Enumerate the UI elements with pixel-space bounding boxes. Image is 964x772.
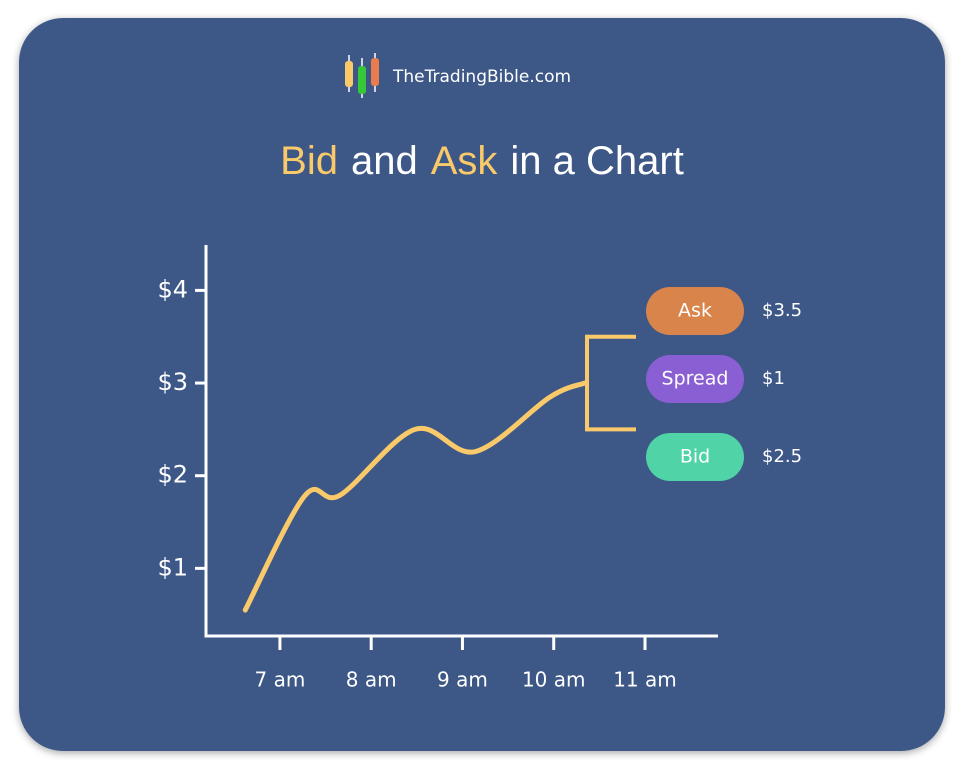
x-tick-label: 7 am bbox=[255, 668, 306, 692]
brand-logo bbox=[345, 53, 379, 98]
annotation-label: Bid bbox=[680, 446, 710, 468]
annotation-pill bbox=[646, 287, 744, 335]
annotation-value: $2.5 bbox=[762, 446, 802, 467]
annotation-value: $1 bbox=[762, 368, 785, 389]
annotation-pill bbox=[646, 433, 744, 481]
price-line bbox=[242, 380, 588, 613]
y-tick-label: $2 bbox=[157, 461, 188, 489]
x-tick-label: 8 am bbox=[346, 668, 397, 692]
y-tick-label: $1 bbox=[157, 553, 188, 581]
title-part: in a Chart bbox=[510, 139, 683, 183]
title-part: Ask bbox=[431, 139, 499, 183]
y-tick-label: $4 bbox=[157, 275, 188, 303]
title-part: Bid bbox=[280, 139, 338, 183]
plot: $1 $2 $3 $4 7 am 8 am 9 am 10 am 11 am Ask $3.5 Spr… bbox=[157, 245, 802, 692]
annotation-pill bbox=[646, 355, 744, 403]
title-part: and bbox=[351, 139, 418, 183]
brand-name: TheTradingBible.com bbox=[392, 67, 571, 87]
annotation-label: Ask bbox=[678, 300, 712, 322]
card bbox=[19, 18, 945, 751]
annotation-label: Spread bbox=[662, 368, 729, 390]
annotation-value: $3.5 bbox=[762, 300, 802, 321]
x-tick-label: 11 am bbox=[613, 668, 677, 692]
chart-title: Bid and Ask in a Chart bbox=[280, 139, 684, 183]
x-tick-label: 9 am bbox=[437, 668, 488, 692]
y-tick-label: $3 bbox=[157, 368, 188, 396]
x-tick-label: 10 am bbox=[522, 668, 586, 692]
